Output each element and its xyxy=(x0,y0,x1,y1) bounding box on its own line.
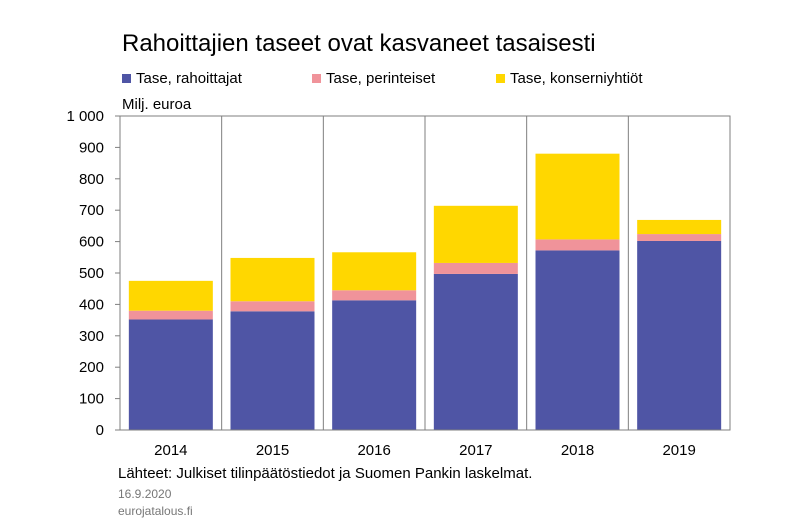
bar-segment-2018-perinteiset xyxy=(535,239,620,251)
y-tick-label: 1 000 xyxy=(66,108,104,125)
bar-segment-2017-konserniyhtiot xyxy=(433,205,518,263)
legend-label-rahoittajat: Tase, rahoittajat xyxy=(136,70,242,87)
legend-swatch-perinteiset xyxy=(312,74,321,83)
x-tick-label: 2014 xyxy=(154,442,187,459)
y-tick-label: 200 xyxy=(79,359,104,376)
y-tick-label: 700 xyxy=(79,202,104,219)
y-tick-label: 600 xyxy=(79,234,104,251)
bar-segment-2015-rahoittajat xyxy=(230,311,315,430)
bar-segment-2014-konserniyhtiot xyxy=(128,280,213,311)
site-name: eurojatalous.fi xyxy=(118,504,193,518)
y-tick-label: 800 xyxy=(79,171,104,188)
y-tick-label: 900 xyxy=(79,139,104,156)
bar-segment-2016-konserniyhtiot xyxy=(332,252,417,291)
y-tick-label: 500 xyxy=(79,265,104,282)
y-tick-label: 300 xyxy=(79,328,104,345)
y-axis-unit-label: Milj. euroa xyxy=(122,96,192,113)
bar-segment-2019-konserniyhtiot xyxy=(637,219,722,235)
legend-label-konserniyhtiot: Tase, konserniyhtiöt xyxy=(510,70,643,87)
bar-segment-2016-rahoittajat xyxy=(332,300,417,430)
bar-segment-2015-perinteiset xyxy=(230,301,315,312)
legend-item-rahoittajat: Tase, rahoittajat xyxy=(122,70,242,87)
y-tick-label: 0 xyxy=(96,422,104,439)
legend-item-perinteiset: Tase, perinteiset xyxy=(312,70,435,87)
x-tick-label: 2016 xyxy=(357,442,390,459)
publication-date: 16.9.2020 xyxy=(118,487,172,501)
legend-swatch-konserniyhtiot xyxy=(496,74,505,83)
bar-segment-2017-perinteiset xyxy=(433,262,518,274)
source-note: Lähteet: Julkiset tilinpäätöstiedot ja S… xyxy=(118,465,533,482)
legend-item-konserniyhtiot: Tase, konserniyhtiöt xyxy=(496,70,643,87)
y-tick-label: 100 xyxy=(79,391,104,408)
bar-segment-2014-perinteiset xyxy=(128,310,213,320)
bar-segment-2014-rahoittajat xyxy=(128,319,213,430)
y-tick-label: 400 xyxy=(79,296,104,313)
bar-segment-2019-perinteiset xyxy=(637,234,722,241)
x-tick-label: 2017 xyxy=(459,442,492,459)
chart-title: Rahoittajien taseet ovat kasvaneet tasai… xyxy=(122,30,596,57)
bar-segment-2015-konserniyhtiot xyxy=(230,257,315,302)
bar-segment-2019-rahoittajat xyxy=(637,240,722,430)
bar-segment-2016-perinteiset xyxy=(332,290,417,301)
x-tick-label: 2019 xyxy=(662,442,695,459)
bar-segment-2018-konserniyhtiot xyxy=(535,153,620,240)
x-tick-label: 2015 xyxy=(256,442,289,459)
legend-label-perinteiset: Tase, perinteiset xyxy=(326,70,436,87)
legend-swatch-rahoittajat xyxy=(122,74,131,83)
x-tick-label: 2018 xyxy=(561,442,594,459)
bar-segment-2018-rahoittajat xyxy=(535,250,620,430)
bar-segment-2017-rahoittajat xyxy=(433,273,518,430)
